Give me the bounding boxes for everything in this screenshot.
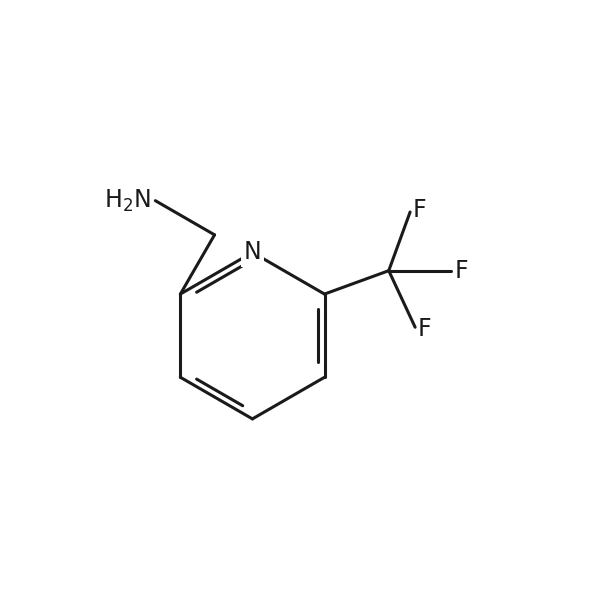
Text: N: N bbox=[244, 241, 262, 265]
Text: F: F bbox=[413, 198, 427, 222]
Text: F: F bbox=[454, 259, 468, 283]
Text: F: F bbox=[418, 317, 432, 341]
Text: H$_2$N: H$_2$N bbox=[104, 188, 151, 214]
